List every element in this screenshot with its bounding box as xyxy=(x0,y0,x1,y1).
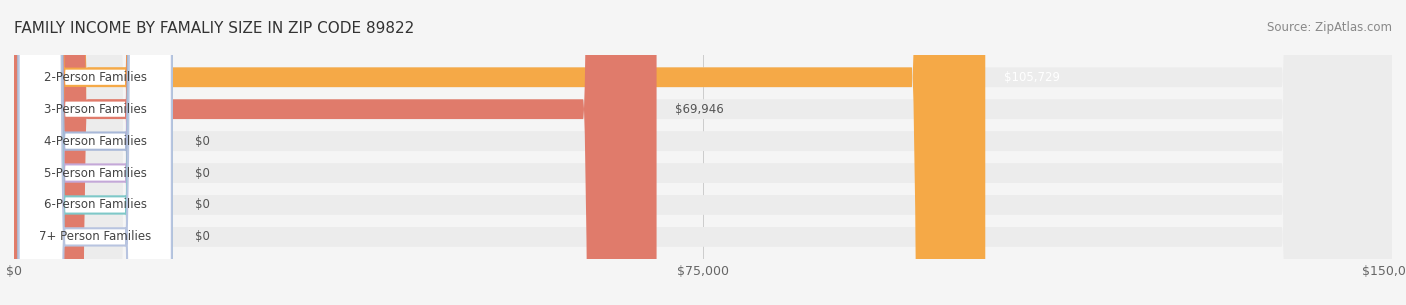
Text: Source: ZipAtlas.com: Source: ZipAtlas.com xyxy=(1267,21,1392,34)
Text: $0: $0 xyxy=(195,199,209,211)
FancyBboxPatch shape xyxy=(14,0,657,305)
Text: 7+ Person Families: 7+ Person Families xyxy=(39,230,152,243)
FancyBboxPatch shape xyxy=(14,0,1392,305)
Text: $0: $0 xyxy=(195,167,209,180)
FancyBboxPatch shape xyxy=(14,0,986,305)
FancyBboxPatch shape xyxy=(18,0,172,305)
FancyBboxPatch shape xyxy=(18,0,172,305)
Text: $0: $0 xyxy=(195,135,209,148)
FancyBboxPatch shape xyxy=(14,0,1392,305)
FancyBboxPatch shape xyxy=(14,0,1392,305)
FancyBboxPatch shape xyxy=(14,0,1392,305)
Text: $105,729: $105,729 xyxy=(1004,71,1060,84)
Text: 4-Person Families: 4-Person Families xyxy=(44,135,146,148)
Text: $69,946: $69,946 xyxy=(675,103,724,116)
FancyBboxPatch shape xyxy=(18,0,172,305)
Text: 6-Person Families: 6-Person Families xyxy=(44,199,146,211)
FancyBboxPatch shape xyxy=(14,0,1392,305)
FancyBboxPatch shape xyxy=(18,0,172,305)
Text: 2-Person Families: 2-Person Families xyxy=(44,71,146,84)
Text: 3-Person Families: 3-Person Families xyxy=(44,103,146,116)
Text: 5-Person Families: 5-Person Families xyxy=(44,167,146,180)
Text: FAMILY INCOME BY FAMALIY SIZE IN ZIP CODE 89822: FAMILY INCOME BY FAMALIY SIZE IN ZIP COD… xyxy=(14,21,415,36)
FancyBboxPatch shape xyxy=(18,0,172,305)
FancyBboxPatch shape xyxy=(14,0,1392,305)
Text: $0: $0 xyxy=(195,230,209,243)
FancyBboxPatch shape xyxy=(18,0,172,305)
